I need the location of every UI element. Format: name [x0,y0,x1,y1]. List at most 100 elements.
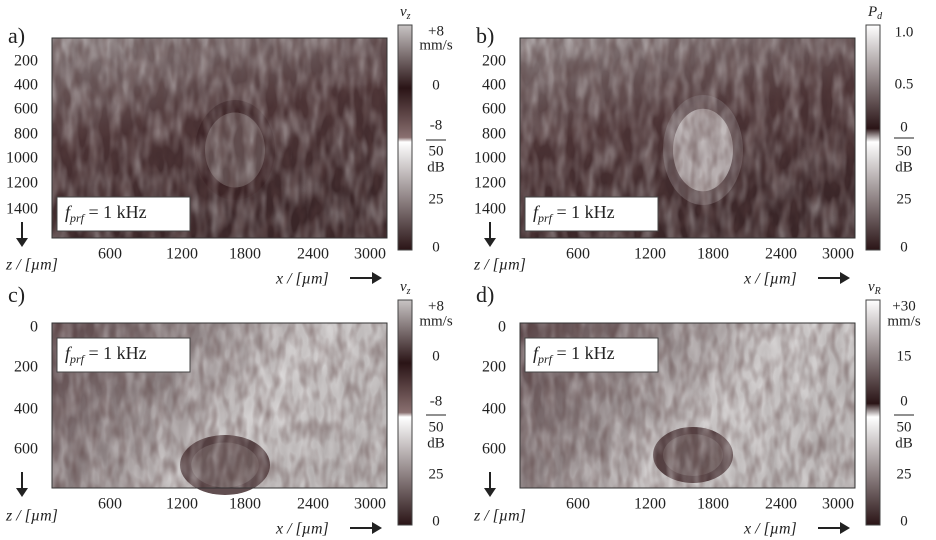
z-arrow-head [16,488,28,497]
z-arrow-head [484,488,496,497]
x-tick-label: 1200 [634,496,666,513]
colorbar-tick-label: 0 [432,239,440,255]
colorbar-tick-label: 0 [432,348,440,364]
colorbar-title-subscript: d [877,11,883,22]
annotation: fprf = 1 kHz [65,343,147,366]
colorbar-title-symbol: v [400,279,407,295]
z-arrow-head [484,238,496,247]
x-tick-label: 3000 [354,496,386,513]
x-tick-label: 600 [98,246,122,263]
x-tick-label: 2400 [297,496,329,513]
z-tick-label: 800 [482,126,506,143]
annotation: fprf = 1 kHz [533,343,615,366]
z-tick-label: 600 [482,101,506,118]
x-tick-label: 1800 [229,496,261,513]
z-tick-label: 1200 [474,175,506,192]
panel-label: b) [476,23,494,48]
colorbar-title: vz [400,279,411,297]
z-tick-label: 1000 [474,150,506,167]
x-tick-label: 1800 [697,246,729,263]
annotation-box [524,196,659,232]
annotation-box [56,337,191,373]
colorbar-tick-label: mm/s [419,37,453,53]
colorbar-tick-label: 50 [897,143,912,159]
colorbar [397,24,413,251]
x-arrow-head [840,272,850,284]
z-tick-label: 1400 [6,201,38,218]
z-tick-label: 400 [482,77,506,94]
x-tick-label: 2400 [765,246,797,263]
colorbar-tick-label: dB [895,435,913,451]
x-tick-label: 600 [566,246,590,263]
annotation-subscript: prf [69,352,86,366]
z-tick-label: 200 [14,359,38,376]
colorbar [865,299,881,526]
colorbar-tick-label: 15 [897,348,912,364]
colorbar-title-symbol: P [867,4,877,20]
x-tick-label: 1200 [166,246,198,263]
z-tick-label: 0 [498,319,506,336]
z-tick-label: 400 [14,77,38,94]
colorbar [397,299,413,526]
colorbar-tick-label: dB [427,159,445,175]
image-frame [519,322,856,489]
colorbar-tick-label: -8 [430,393,443,409]
annotation-symbol: f [65,343,73,363]
panel: a) fprf = 1 kHz 200 400 600 800 1000 1200 1400 z … [5,4,453,287]
z-axis-label: z / [µm] [473,257,526,274]
colorbar-tick-label: 50 [429,143,444,159]
colorbar-title-subscript: R [874,286,881,297]
z-arrow-head [16,238,28,247]
colorbar-tick-label: 0 [900,239,908,255]
colorbar-tick-label: +8 [428,298,444,314]
x-tick-label: 600 [98,496,122,513]
z-tick-label: 600 [14,441,38,458]
image-frame [51,37,388,239]
z-tick-label: 200 [14,53,38,70]
z-tick-label: 400 [14,401,38,418]
z-tick-label: 0 [30,319,38,336]
colorbar-tick-label: 0 [900,513,908,529]
panel-label: d) [476,282,494,307]
annotation: fprf = 1 kHz [533,202,615,225]
colorbar-tick-label: +8 [428,23,444,39]
annotation-symbol: f [533,202,541,222]
colorbar-tick-label: 25 [429,191,444,207]
z-axis-label: z / [µm] [5,508,58,525]
annotation-text: = 1 kHz [84,202,147,222]
x-tick-label: 2400 [297,246,329,263]
x-tick-label: 1200 [634,246,666,263]
z-tick-label: 600 [14,101,38,118]
x-arrow-head [372,272,382,284]
x-tick-label: 1200 [166,496,198,513]
annotation: fprf = 1 kHz [65,202,147,225]
z-tick-label: 400 [482,401,506,418]
colorbar-title: vz [400,4,411,22]
colorbar-tick-label: 25 [429,466,444,482]
colorbar-title: vR [868,279,881,297]
colorbar-title-symbol: v [868,279,875,295]
x-arrow-head [372,522,382,534]
panel-label: a) [8,23,25,48]
colorbar-title-subscript: z [406,11,411,22]
panel: c) fprf = 1 kHz 0 200 400 600 z / [µm] 600 1200 1… [5,279,453,537]
panel: b) fprf = 1 kHz 200 400 600 800 1000 1200 1400 z … [473,4,914,288]
colorbar-title: Pd [867,4,883,22]
annotation-subscript: prf [537,211,554,225]
z-tick-label: 800 [14,126,38,143]
annotation-subscript: prf [69,211,86,225]
colorbar-tick-label: 50 [897,419,912,435]
z-tick-label: 600 [482,441,506,458]
colorbar-tick-label: 0 [900,393,908,409]
colorbar-tick-label: -8 [430,117,443,133]
annotation-text: = 1 kHz [552,202,615,222]
colorbar-tick-label: 50 [429,419,444,435]
z-tick-label: 1000 [6,150,38,167]
x-tick-label: 1800 [697,496,729,513]
colorbar-tick-label: 0 [432,77,440,93]
colorbar-tick-label: 25 [897,466,912,482]
colorbar-tick-label: dB [895,159,913,175]
x-tick-label: 3000 [822,496,854,513]
x-tick-label: 1800 [229,246,261,263]
